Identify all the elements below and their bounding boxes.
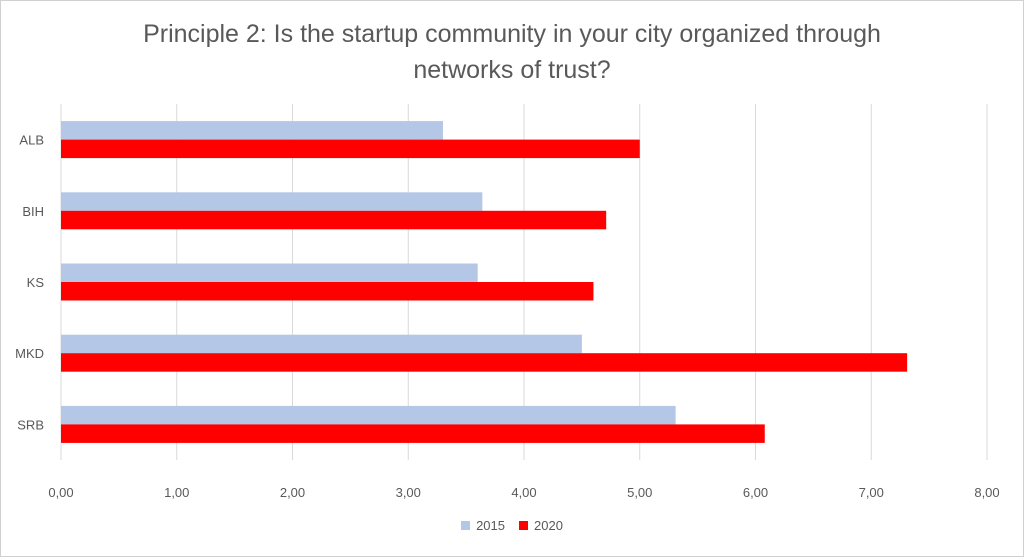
x-tick-label: 4,00 bbox=[511, 485, 536, 500]
bar-2015-bih bbox=[61, 192, 483, 211]
y-axis: ALB BIH KS MKD SRB bbox=[15, 133, 44, 433]
legend-label-2020: 2020 bbox=[534, 518, 563, 533]
bar-2015-mkd bbox=[61, 334, 582, 354]
bars bbox=[61, 121, 908, 443]
legend-label-2015: 2015 bbox=[476, 518, 505, 533]
legend-swatch-2015 bbox=[461, 521, 471, 530]
bar-2020-mkd bbox=[61, 353, 908, 372]
x-tick-label: 6,00 bbox=[743, 485, 768, 500]
y-tick-label: MKD bbox=[15, 346, 44, 361]
bar-2015-alb bbox=[61, 121, 443, 140]
y-tick-label: ALB bbox=[19, 133, 44, 148]
chart-title-line-2: networks of trust? bbox=[413, 56, 611, 84]
chart-title: Principle 2: Is the startup community in… bbox=[0, 16, 1024, 88]
x-tick-label: 8,00 bbox=[974, 485, 999, 500]
bar-2020-bih bbox=[61, 210, 607, 230]
y-tick-label: SRB bbox=[17, 417, 44, 432]
x-tick-label: 1,00 bbox=[164, 485, 189, 500]
bar-2015-srb bbox=[61, 405, 676, 425]
x-tick-label: 2,00 bbox=[280, 485, 305, 500]
x-tick-label: 3,00 bbox=[396, 485, 421, 500]
legend-item-2020: 2020 bbox=[519, 518, 563, 533]
legend-swatch-2020 bbox=[519, 521, 528, 530]
x-axis: 0,00 1,00 2,00 3,00 4,00 5,00 6,00 7,00 8,00 bbox=[48, 485, 999, 500]
bar-2020-alb bbox=[61, 139, 640, 159]
y-tick-label: KS bbox=[27, 275, 45, 290]
legend: 2015 2020 bbox=[0, 518, 1024, 533]
bar-2015-ks bbox=[61, 263, 478, 282]
x-tick-label: 5,00 bbox=[627, 485, 652, 500]
x-tick-label: 7,00 bbox=[859, 485, 884, 500]
bar-2020-srb bbox=[61, 424, 765, 443]
y-tick-label: BIH bbox=[22, 204, 44, 219]
bar-2020-ks bbox=[61, 282, 594, 301]
chart-title-line-1: Principle 2: Is the startup community in… bbox=[143, 20, 881, 48]
x-tick-label: 0,00 bbox=[48, 485, 73, 500]
legend-item-2015: 2015 bbox=[461, 518, 505, 533]
